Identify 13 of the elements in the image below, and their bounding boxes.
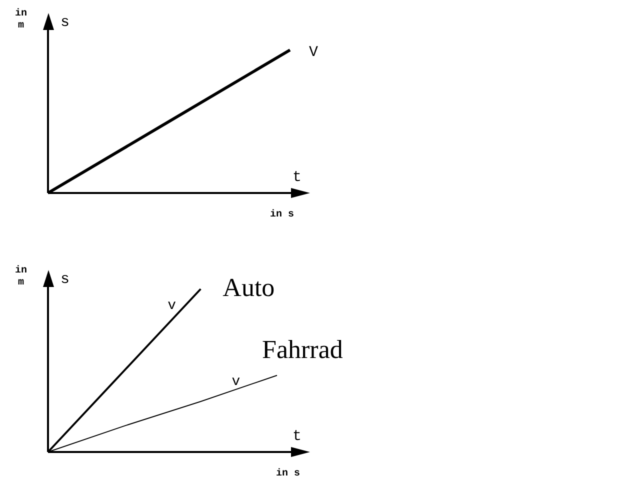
- annotation: v: [168, 298, 176, 314]
- y-axis-title: s: [60, 270, 70, 288]
- text: in m: [14, 264, 28, 289]
- y-axis-title: s: [60, 14, 70, 31]
- annotation: v: [232, 374, 240, 390]
- text: in s: [270, 208, 294, 221]
- text: in m: [14, 8, 28, 32]
- series-label: Fahrrad: [262, 335, 343, 364]
- x-axis-title: t: [292, 428, 302, 445]
- series-label: Auto: [222, 272, 275, 302]
- series-label: V: [309, 44, 318, 61]
- text: in s: [276, 468, 300, 480]
- x-axis-title: t: [292, 168, 302, 186]
